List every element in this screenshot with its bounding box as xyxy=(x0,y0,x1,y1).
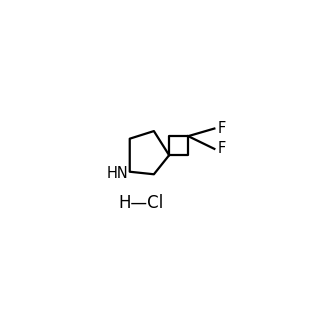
Text: HN: HN xyxy=(107,166,129,181)
Text: H—Cl: H—Cl xyxy=(118,194,164,213)
Text: F: F xyxy=(217,141,226,156)
Text: F: F xyxy=(217,121,226,136)
